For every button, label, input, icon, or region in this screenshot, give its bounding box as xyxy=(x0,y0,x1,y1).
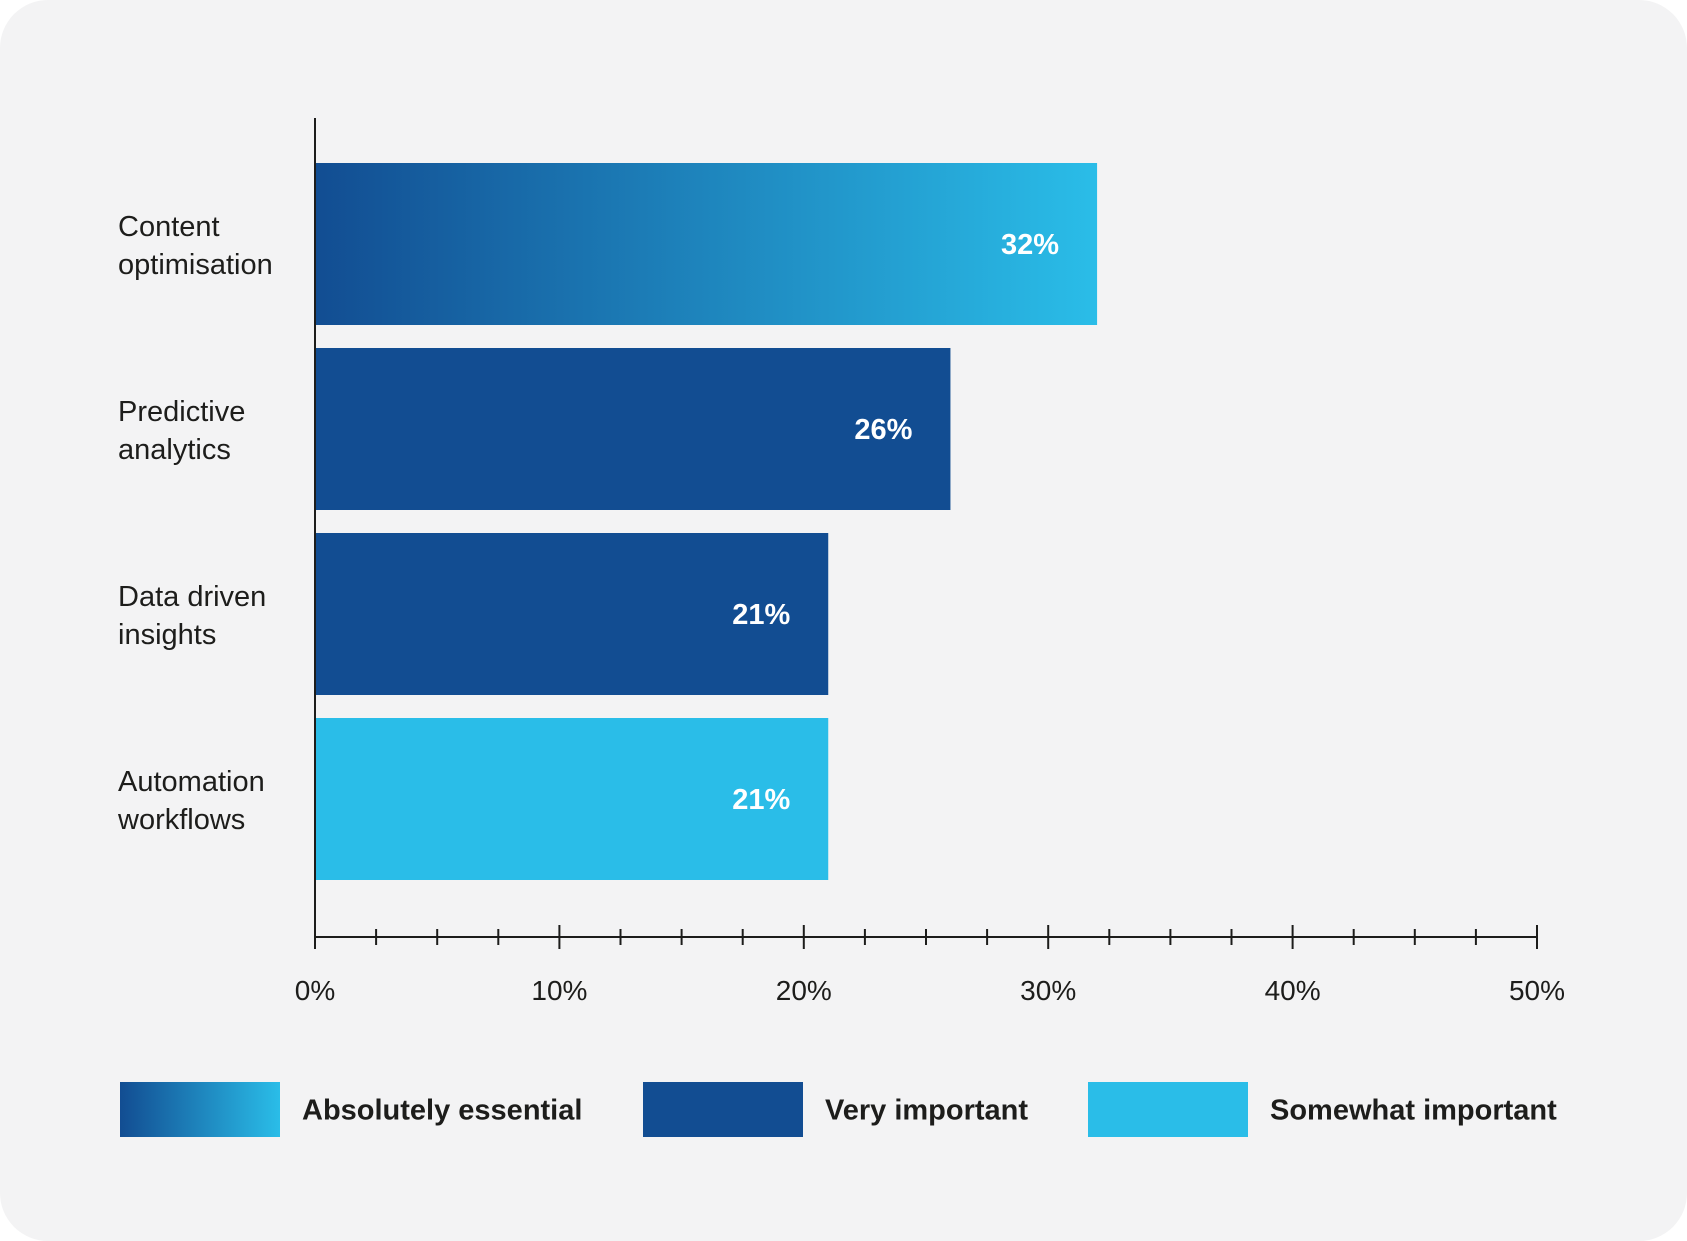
bar-value-label: 21% xyxy=(732,784,790,816)
bar-1 xyxy=(315,348,951,510)
bar-3 xyxy=(315,718,829,880)
category-label: Data driven insights xyxy=(118,581,266,651)
legend-swatch xyxy=(1088,1082,1248,1137)
legend: Absolutely essential Very important Somewh… xyxy=(120,1082,1557,1137)
legend-item-very: Very important xyxy=(643,1082,1028,1137)
bar-value-label: 26% xyxy=(854,414,912,446)
category-labels: Content optimisation Predictive analytics Da… xyxy=(117,211,273,836)
x-tick-label: 30% xyxy=(1020,975,1076,1006)
x-axis: 0% 10% 20% 30% 40% 50% xyxy=(295,118,1565,1006)
category-label: Predictive analytics xyxy=(118,396,245,466)
legend-swatch xyxy=(643,1082,803,1137)
x-tick-label: 10% xyxy=(531,975,587,1006)
bars: 32% 26% 21% 21% xyxy=(315,163,1098,880)
bar-value-label: 32% xyxy=(1001,229,1059,261)
legend-item-somewhat: Somewhat important xyxy=(1088,1082,1557,1137)
x-tick-label: 0% xyxy=(295,975,335,1006)
bar-2 xyxy=(315,533,829,695)
legend-swatch xyxy=(120,1082,280,1137)
legend-label: Absolutely essential xyxy=(302,1095,582,1127)
bar-value-label: 21% xyxy=(732,599,790,631)
category-label: Content optimisation xyxy=(118,211,273,281)
bar-0 xyxy=(315,163,1098,325)
legend-item-essential: Absolutely essential xyxy=(120,1082,582,1137)
x-tick-label: 50% xyxy=(1509,975,1565,1006)
legend-label: Very important xyxy=(825,1095,1028,1127)
legend-label: Somewhat important xyxy=(1270,1095,1557,1127)
category-label: Automation workflows xyxy=(117,766,265,836)
x-tick-label: 40% xyxy=(1265,975,1321,1006)
x-tick-label: 20% xyxy=(776,975,832,1006)
